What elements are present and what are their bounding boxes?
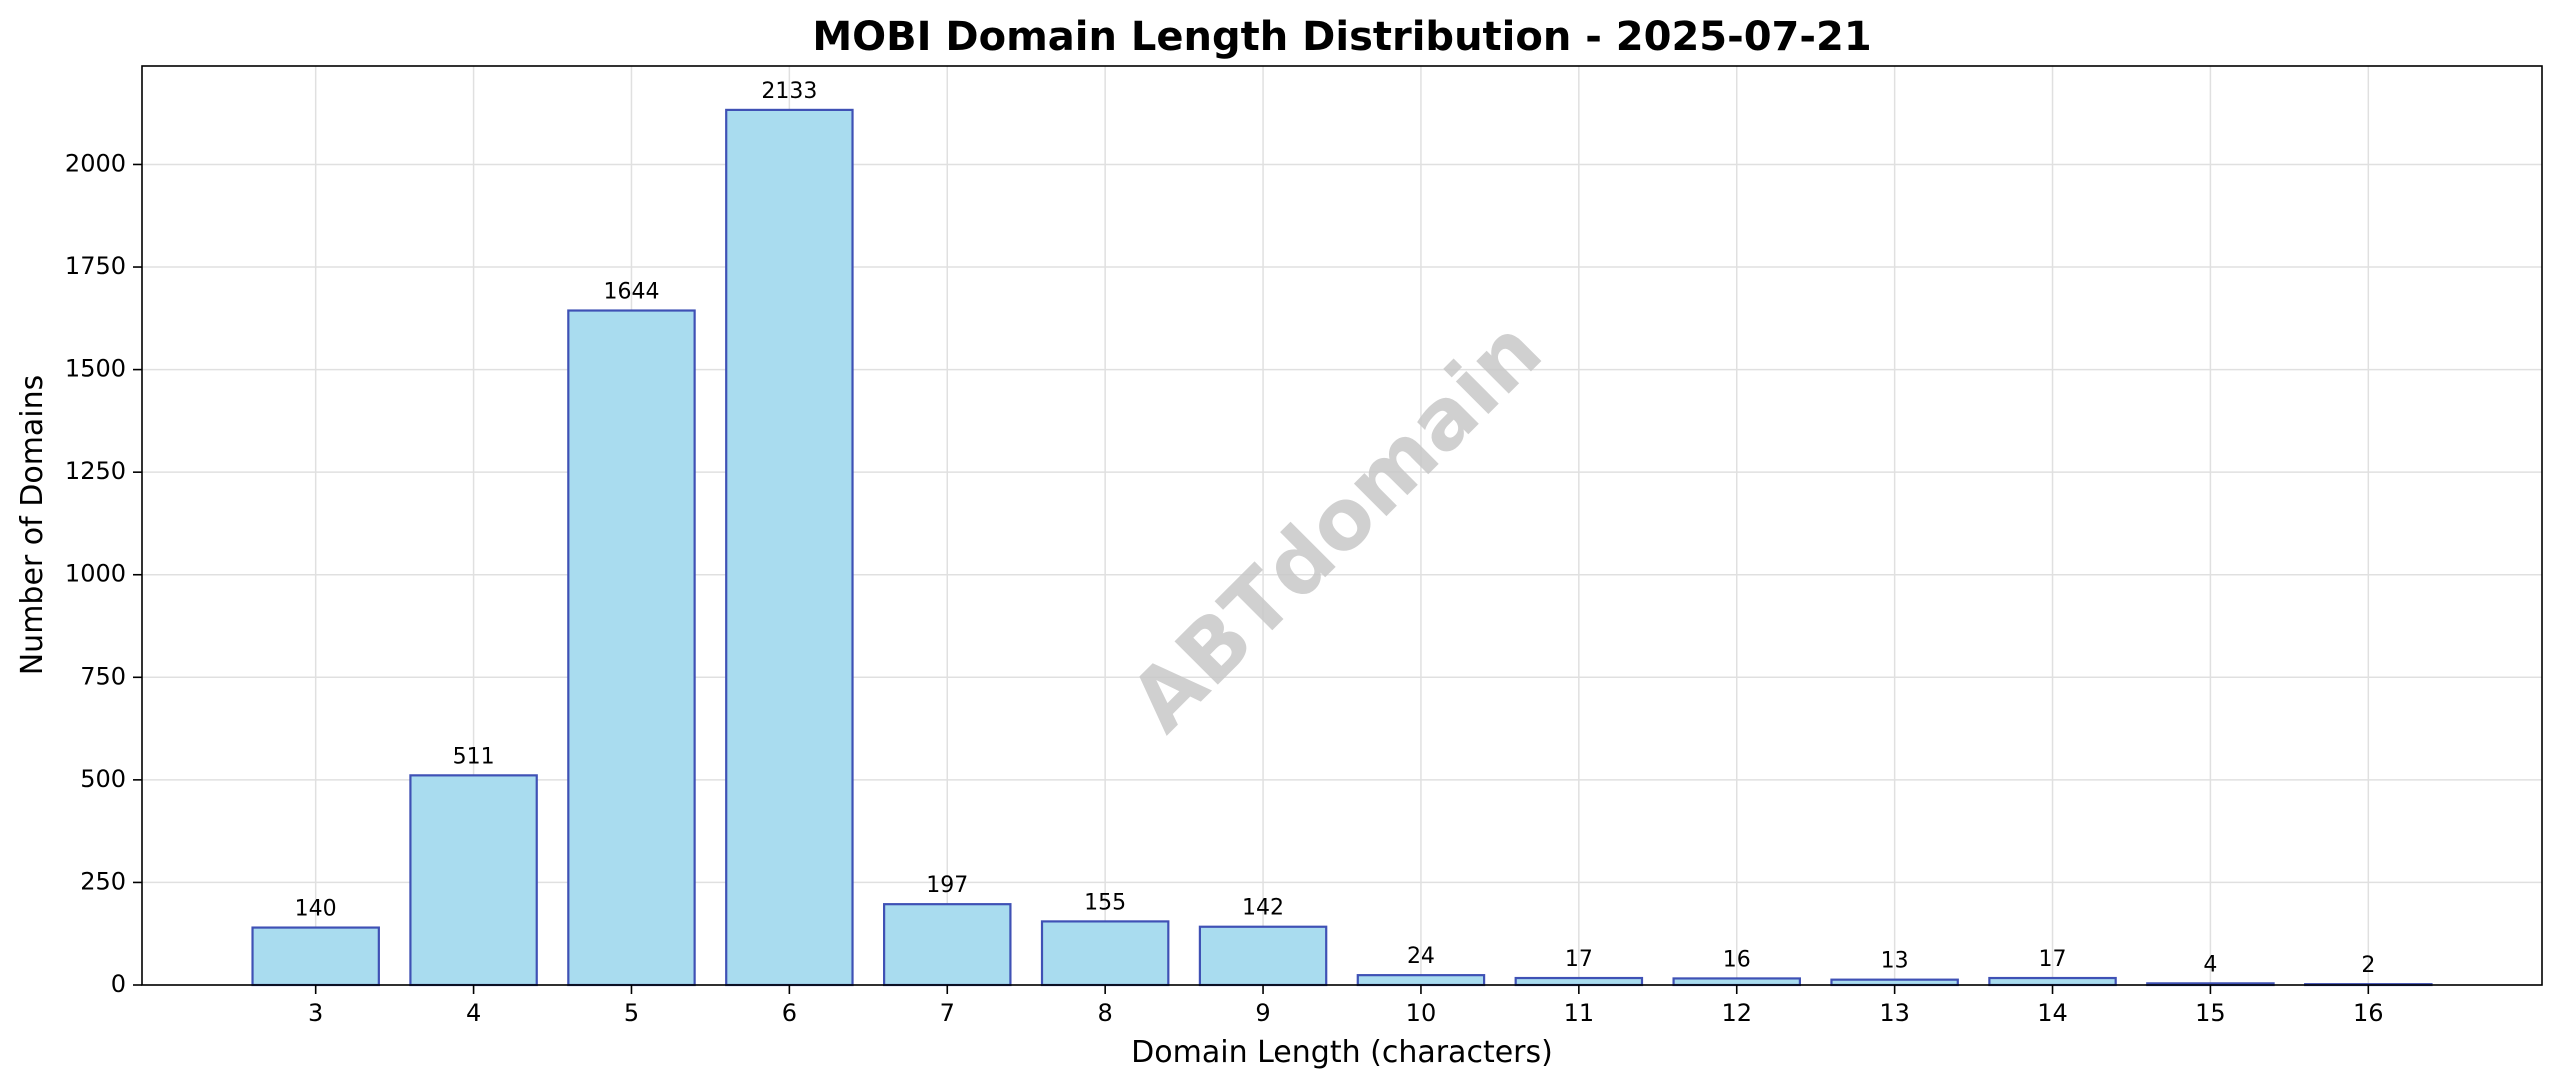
data-label-3: 140 bbox=[295, 897, 337, 922]
data-label-7: 197 bbox=[926, 873, 968, 898]
data-label-16: 2 bbox=[2361, 953, 2375, 978]
bar-6 bbox=[725, 108, 854, 987]
x-tick-label: 3 bbox=[308, 999, 323, 1027]
data-label-14: 17 bbox=[2039, 947, 2067, 972]
x-tick-label: 13 bbox=[1879, 999, 1910, 1027]
chart-title: MOBI Domain Length Distribution - 2025-0… bbox=[812, 14, 1871, 60]
x-tick-label: 14 bbox=[2037, 999, 2068, 1027]
bar-9 bbox=[1198, 925, 1328, 987]
x-tick-label: 4 bbox=[466, 999, 481, 1027]
y-tick-label: 1000 bbox=[65, 560, 126, 588]
plot-frame bbox=[141, 65, 2543, 986]
bar-14 bbox=[1988, 976, 2117, 987]
bar-13 bbox=[1830, 978, 1959, 987]
x-tick-label: 8 bbox=[1098, 999, 1113, 1027]
data-label-9: 142 bbox=[1242, 896, 1284, 921]
data-label-6: 2133 bbox=[761, 79, 817, 104]
data-label-15: 4 bbox=[2203, 952, 2217, 977]
x-tick-label: 6 bbox=[782, 999, 797, 1027]
x-tick-label: 7 bbox=[940, 999, 955, 1027]
x-tick-label: 15 bbox=[2195, 999, 2226, 1027]
y-tick-label: 2000 bbox=[65, 149, 126, 177]
y-axis-label: Number of Domains bbox=[15, 375, 50, 676]
x-tick-label: 12 bbox=[1721, 999, 1752, 1027]
x-axis-label: Domain Length (characters) bbox=[1131, 1035, 1553, 1070]
data-label-4: 511 bbox=[453, 744, 495, 769]
bar-7 bbox=[883, 903, 1012, 987]
y-tick-label: 500 bbox=[80, 765, 126, 793]
data-label-8: 155 bbox=[1084, 890, 1126, 915]
bar-layer: 140 511 1644 2133 197 155 142 24 17 16 13 17 4 2 bbox=[251, 79, 2433, 987]
bar-4 bbox=[409, 774, 538, 987]
bar-5 bbox=[567, 309, 696, 987]
y-tick-label: 1750 bbox=[65, 252, 126, 280]
bar-3 bbox=[251, 926, 380, 987]
y-tick-label: 0 bbox=[111, 970, 126, 998]
bar-10 bbox=[1356, 974, 1486, 987]
y-tick-label: 250 bbox=[80, 867, 126, 895]
tick-layer: 0 250 500 750 1000 1250 1500 1750 2000 3 4 5 6 7 8 9 10 1… bbox=[65, 149, 2384, 1027]
y-tick-label: 1250 bbox=[65, 457, 126, 485]
x-tick-label: 5 bbox=[624, 999, 639, 1027]
data-label-10: 24 bbox=[1407, 944, 1435, 969]
x-tick-label: 11 bbox=[1564, 999, 1595, 1027]
data-label-12: 16 bbox=[1723, 947, 1751, 972]
data-label-5: 1644 bbox=[603, 280, 659, 305]
bar-11 bbox=[1514, 976, 1644, 987]
data-label-13: 13 bbox=[1881, 949, 1909, 974]
x-tick-label: 9 bbox=[1255, 999, 1270, 1027]
x-tick-label: 10 bbox=[1406, 999, 1437, 1027]
bar-12 bbox=[1672, 977, 1801, 987]
data-label-11: 17 bbox=[1565, 947, 1593, 972]
x-tick-label: 16 bbox=[2353, 999, 2384, 1027]
y-tick-label: 1500 bbox=[65, 355, 126, 383]
watermark-text: ABTdomain bbox=[1111, 301, 1560, 750]
y-tick-label: 750 bbox=[80, 662, 126, 690]
bar-8 bbox=[1040, 920, 1170, 987]
